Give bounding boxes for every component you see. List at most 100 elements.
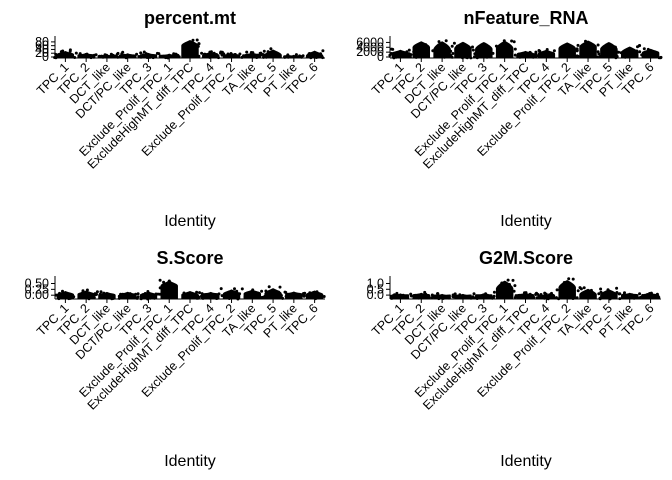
data-point bbox=[431, 49, 435, 53]
data-point bbox=[513, 53, 517, 57]
data-point bbox=[490, 296, 494, 300]
data-point bbox=[513, 47, 517, 51]
data-point bbox=[507, 55, 511, 59]
data-point bbox=[524, 291, 528, 295]
data-point bbox=[453, 292, 457, 296]
data-point bbox=[296, 296, 299, 300]
data-point bbox=[217, 292, 221, 296]
data-point bbox=[116, 55, 120, 59]
data-point bbox=[457, 52, 461, 56]
data-point bbox=[61, 289, 64, 293]
data-point bbox=[630, 293, 634, 297]
y-tick-label: 4000 bbox=[356, 40, 384, 54]
data-point bbox=[548, 51, 551, 55]
data-point bbox=[233, 287, 236, 291]
data-point bbox=[136, 295, 140, 299]
data-point bbox=[61, 49, 65, 53]
data-point bbox=[507, 49, 511, 53]
violin-10 bbox=[579, 40, 597, 58]
data-point bbox=[260, 289, 264, 293]
y-tick-label: 0.25 bbox=[25, 282, 49, 296]
data-point bbox=[575, 48, 579, 52]
data-point bbox=[540, 54, 544, 57]
data-point bbox=[214, 55, 218, 59]
data-point bbox=[85, 288, 89, 292]
data-point bbox=[596, 55, 599, 59]
data-point bbox=[437, 297, 441, 301]
data-point bbox=[536, 292, 540, 296]
data-point bbox=[243, 295, 247, 299]
data-point bbox=[548, 54, 552, 58]
data-point bbox=[610, 54, 614, 58]
data-point bbox=[615, 286, 619, 290]
data-point bbox=[469, 56, 473, 60]
data-point bbox=[582, 291, 586, 295]
data-point bbox=[531, 55, 535, 59]
data-point bbox=[613, 45, 617, 49]
violin-6 bbox=[160, 280, 178, 299]
data-point bbox=[405, 50, 409, 54]
data-point bbox=[543, 291, 547, 295]
data-point bbox=[502, 39, 506, 43]
data-point bbox=[257, 291, 261, 295]
data-point bbox=[475, 56, 479, 60]
data-point bbox=[174, 54, 178, 58]
data-point bbox=[77, 296, 81, 300]
data-point bbox=[397, 54, 401, 58]
data-point bbox=[103, 53, 107, 57]
data-point bbox=[449, 54, 453, 57]
data-point bbox=[569, 55, 573, 59]
data-point bbox=[314, 52, 318, 56]
data-point bbox=[73, 56, 77, 59]
x-axis-label: Identity bbox=[500, 453, 552, 470]
y-tick-label: 0 bbox=[42, 50, 49, 64]
data-point bbox=[635, 49, 639, 53]
data-point bbox=[137, 55, 141, 58]
y-tick-label: 0.00 bbox=[25, 288, 49, 302]
data-point bbox=[570, 295, 574, 299]
data-point bbox=[271, 295, 275, 299]
data-point bbox=[95, 292, 98, 296]
data-point bbox=[132, 55, 136, 59]
y-tick-label: 6000 bbox=[356, 35, 384, 49]
data-point bbox=[617, 50, 621, 54]
data-point bbox=[576, 43, 580, 47]
data-point bbox=[500, 281, 504, 285]
y-tick-label: 80 bbox=[35, 35, 49, 49]
data-point bbox=[226, 52, 230, 56]
data-point bbox=[515, 295, 519, 299]
data-point bbox=[253, 295, 257, 299]
data-point bbox=[582, 286, 586, 290]
data-point bbox=[638, 44, 642, 47]
y-tick-label: 0 bbox=[377, 50, 384, 64]
data-point bbox=[245, 50, 249, 54]
data-point bbox=[287, 295, 291, 299]
data-point bbox=[162, 287, 165, 291]
data-point bbox=[315, 290, 319, 294]
data-point bbox=[158, 55, 162, 58]
data-point bbox=[430, 293, 434, 297]
data-point bbox=[69, 296, 73, 300]
y-tick-label: 0.50 bbox=[25, 277, 49, 291]
data-point bbox=[401, 295, 405, 299]
data-point bbox=[657, 295, 661, 299]
data-point bbox=[139, 51, 143, 55]
data-point bbox=[146, 290, 150, 293]
data-point bbox=[628, 54, 632, 58]
data-point bbox=[592, 51, 596, 55]
data-point bbox=[194, 45, 198, 49]
data-point bbox=[185, 51, 189, 55]
data-point bbox=[68, 49, 72, 53]
data-point bbox=[409, 294, 413, 298]
data-point bbox=[596, 50, 600, 54]
data-point bbox=[509, 296, 513, 300]
y-tick-label: 2000 bbox=[356, 45, 384, 59]
data-point bbox=[418, 55, 421, 59]
data-point bbox=[279, 295, 283, 299]
data-point bbox=[631, 55, 635, 58]
data-point bbox=[251, 288, 255, 292]
data-point bbox=[119, 54, 123, 58]
data-point bbox=[450, 44, 454, 48]
data-point bbox=[274, 296, 278, 300]
